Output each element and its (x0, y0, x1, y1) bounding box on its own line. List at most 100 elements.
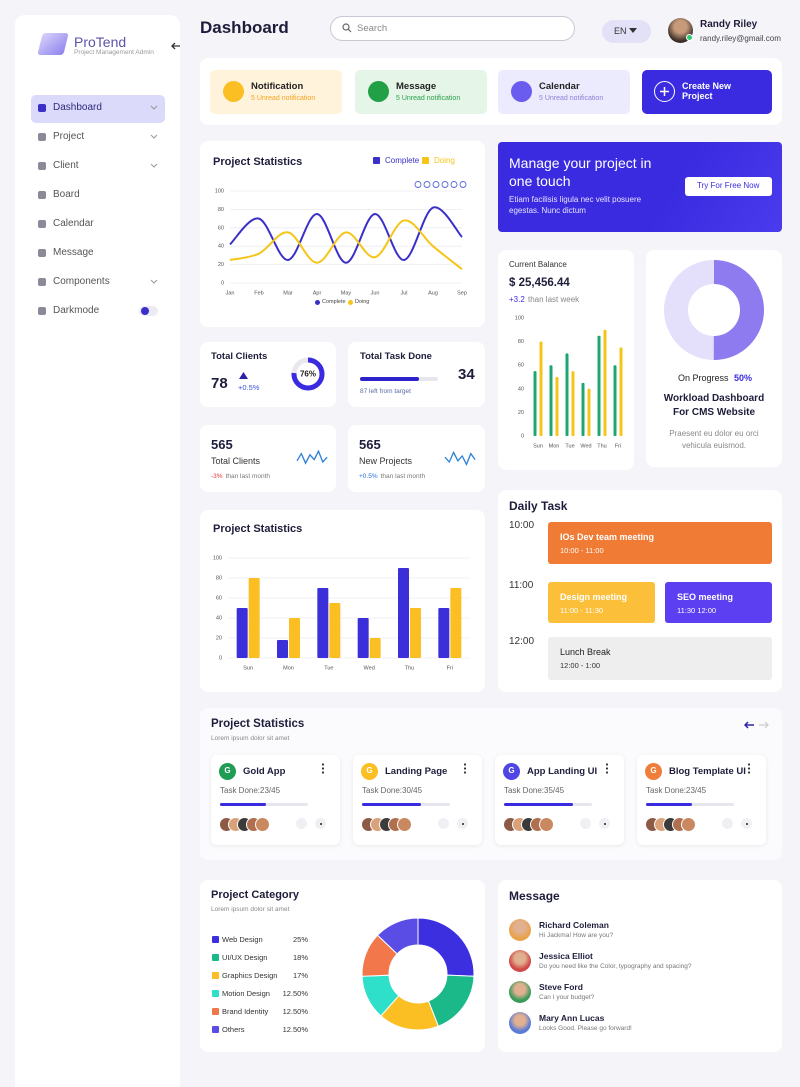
message-avatar[interactable] (509, 1012, 531, 1034)
y-tick-label: 80 (216, 575, 222, 581)
event-title: SEO meeting (677, 592, 734, 602)
icon-button[interactable] (580, 818, 591, 829)
x-tick-label: Mon (549, 443, 560, 449)
workload-text: Praesent eu dolor eu orci vehicula euism… (669, 429, 759, 450)
event-title: IOs Dev team meeting (560, 532, 655, 542)
icon-dot (461, 822, 464, 825)
toolbar-icon (423, 181, 431, 188)
section-subtitle: Lorem ipsum dolor sit amet (211, 735, 290, 742)
banner-button[interactable] (685, 177, 772, 196)
page-title: Dashboard (200, 18, 289, 37)
nav-arrows (744, 721, 769, 729)
message-text: Looks Good. Please go forward! (539, 1025, 632, 1032)
language-pill[interactable] (602, 20, 651, 43)
shortcut-subtitle: 5 Unread notification (396, 95, 461, 102)
task-done-card (348, 342, 485, 407)
x-tick-label: Sun (243, 665, 253, 671)
message-card (498, 880, 782, 1052)
y-tick-label: 20 (218, 262, 224, 268)
menu-item[interactable]: Project (53, 131, 85, 142)
menu-item[interactable]: Calendar (53, 218, 94, 229)
message-text: Hi Jackma! How are you? (539, 932, 614, 939)
time-label: 12:00 (509, 636, 535, 647)
project-initial: G (650, 766, 657, 775)
event-block[interactable] (665, 582, 772, 623)
event-block[interactable] (548, 522, 772, 564)
message-name[interactable]: Steve Ford (539, 982, 583, 992)
x-tick-label: Fri (447, 665, 453, 671)
event-block[interactable] (548, 582, 655, 623)
legend-label: Doing (434, 156, 455, 165)
message-name[interactable]: Jessica Elliot (539, 951, 593, 961)
kebab (605, 763, 609, 774)
y-tick-label: 100 (213, 555, 222, 561)
menu-active[interactable] (31, 95, 165, 123)
menu-icon (38, 162, 46, 170)
icon-button[interactable] (438, 818, 449, 829)
message-avatar[interactable] (509, 981, 531, 1003)
event-time: 12:00 - 1:00 (560, 661, 601, 670)
project-name: App Landing UI (527, 766, 598, 777)
bar (581, 382, 585, 436)
search-placeholder: Search (357, 23, 388, 34)
handle (347, 28, 352, 33)
event-title: Lunch Break (560, 647, 611, 657)
chart-title: Project Statistics (213, 523, 303, 535)
icon-button[interactable] (722, 818, 733, 829)
ring-fill (664, 260, 764, 360)
message-avatar[interactable] (509, 919, 531, 941)
y-tick-label: 40 (518, 386, 524, 392)
menu-item[interactable]: Dashboard (53, 102, 102, 113)
workload-ring (664, 260, 764, 360)
menu-item[interactable]: Components (53, 276, 110, 287)
bar (619, 347, 623, 436)
bar (277, 640, 288, 658)
project-bar-fill (646, 803, 692, 806)
menu-item[interactable]: Message (53, 247, 94, 258)
message-avatar[interactable] (509, 950, 531, 972)
stat-value: 78 (211, 375, 228, 392)
icon-dot (745, 822, 748, 825)
toolbar-icon (441, 181, 449, 188)
bar (533, 371, 537, 436)
menu-icon (38, 249, 46, 257)
menu-icon (38, 191, 46, 199)
shortcut-icon (368, 81, 389, 102)
message-name[interactable]: Mary Ann Lucas (539, 1013, 605, 1023)
menu-item[interactable]: Board (53, 189, 80, 200)
banner-title: Manage your project in one touch (509, 155, 652, 189)
bar (597, 335, 601, 436)
ring-label: 76% (300, 370, 316, 379)
toolbar-icon (450, 181, 458, 188)
shortcut-subtitle: 5 Unread notification (251, 95, 316, 102)
menu-item[interactable]: Darkmode (53, 305, 100, 316)
legend-value: 25% (292, 935, 308, 944)
x-tick-label: Wed (364, 665, 375, 671)
create-button-label[interactable]: Create New Project (682, 81, 732, 101)
message-name[interactable]: Richard Coleman (539, 920, 609, 930)
y-tick-label: 80 (518, 339, 524, 345)
menu-item[interactable]: Client (53, 160, 79, 171)
project-icon (503, 763, 520, 780)
section-title: Message (509, 889, 560, 903)
icon-button[interactable] (296, 818, 307, 829)
legend-value: 12.50% (282, 1025, 308, 1034)
bar (438, 608, 450, 658)
banner-button-label[interactable]: Try For Free Now (697, 181, 760, 190)
up-triangle (239, 372, 248, 379)
brand: ProTend (74, 34, 127, 50)
trend-value: 565 (211, 437, 233, 452)
time-label: 10:00 (509, 520, 535, 531)
stat-title: Total Task Done (360, 351, 432, 362)
message-text: Can I your budget? (539, 994, 595, 1001)
kebab-dot (747, 771, 751, 774)
legend-label-bottom: Doing (355, 299, 370, 305)
search-box[interactable] (330, 16, 575, 41)
chart-toolbar (414, 181, 467, 188)
bar (587, 388, 591, 436)
project-bar-fill (504, 803, 573, 806)
bar (565, 353, 569, 436)
event-block[interactable] (548, 637, 772, 680)
bar (317, 588, 329, 658)
